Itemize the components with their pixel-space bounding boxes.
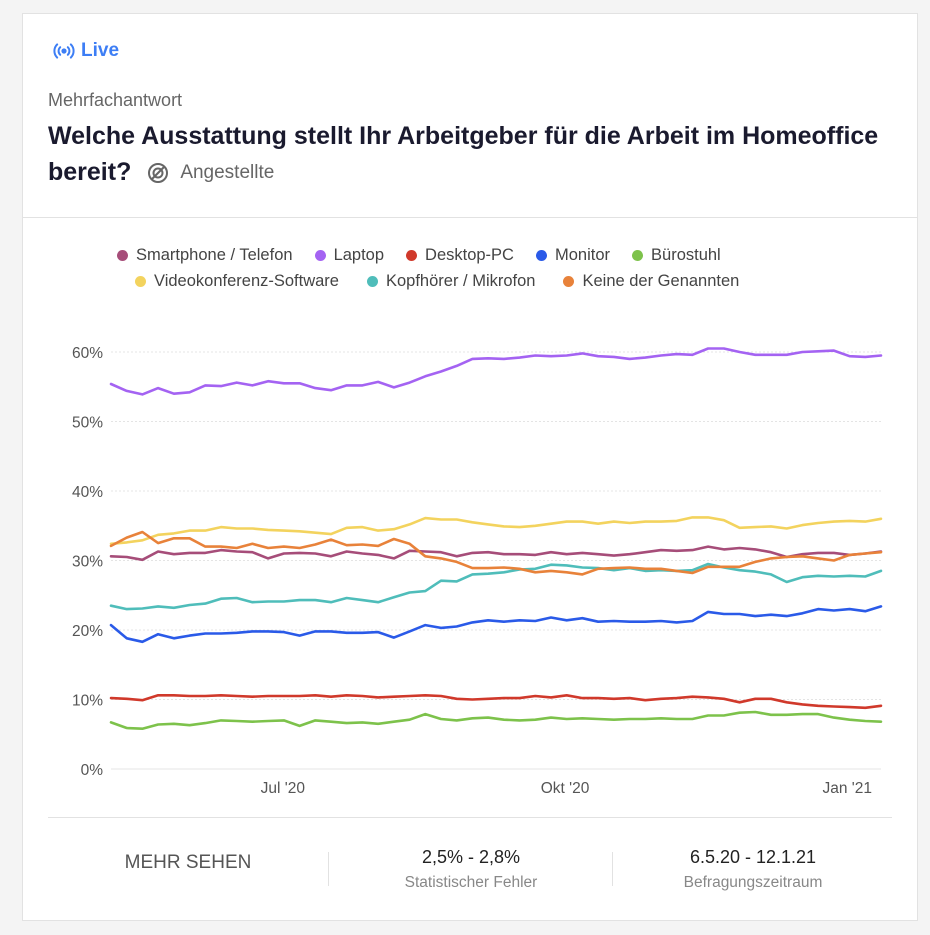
legend-dot: [632, 249, 644, 261]
legend-label: Keine der Genannten: [582, 271, 740, 290]
y-tick-label: 30%: [72, 554, 103, 571]
question-title-text: Welche Ausstattung stellt Ihr Arbeitgebe…: [48, 122, 879, 186]
legend-dot: [535, 249, 547, 261]
live-broadcast-icon: [53, 43, 75, 59]
error-stat: 2,5% - 2,8% Statistischer Fehler: [329, 839, 613, 899]
x-tick-label: Jan '21: [823, 780, 873, 797]
series-line-5[interactable]: [109, 516, 883, 546]
live-label: Live: [81, 40, 120, 61]
legend-row: Videokonferenz-Software Kopfhörer / Mikr…: [117, 268, 877, 294]
segment-icon: [148, 163, 169, 184]
question-title: Welche Ausstattung stellt Ihr Arbeitgebe…: [48, 118, 888, 191]
y-tick-label: 50%: [72, 415, 103, 432]
series-line-4[interactable]: [109, 710, 883, 731]
segment-label: Angestellte: [180, 162, 275, 184]
line-chart: 0% 10% 20% 30% 40% 50% 60% Jul '20 Okt '20 Jan '2…: [72, 345, 883, 797]
legend-item-keine[interactable]: Keine der Genannten: [563, 272, 739, 291]
series-line-6[interactable]: [109, 562, 883, 611]
segment-filter[interactable]: Angestellte: [146, 155, 274, 191]
footer-divider: [48, 817, 892, 818]
footer-separator: [612, 852, 613, 886]
legend-item-smartphone[interactable]: Smartphone / Telefon: [117, 246, 293, 265]
y-tick-label: 40%: [72, 484, 103, 501]
legend-label: Videokonferenz-Software: [154, 271, 339, 290]
x-tick-label: Jul '20: [261, 780, 306, 797]
x-tick-label: Okt '20: [541, 780, 590, 797]
legend-item-kopfhoerer[interactable]: Kopfhörer / Mikrofon: [366, 271, 536, 291]
legend-item-monitor[interactable]: Monitor: [535, 245, 611, 265]
y-tick-label: 10%: [72, 693, 103, 710]
legend-dot: [314, 249, 326, 261]
mehr-sehen-button[interactable]: MEHR SEHEN: [124, 852, 252, 873]
period-label: Befragungszeitraum: [683, 873, 823, 891]
legend-label: Bürostuhl: [651, 245, 721, 264]
series-line-2[interactable]: [109, 693, 883, 710]
legend-item-videokonferenz[interactable]: Videokonferenz-Software: [135, 272, 339, 291]
error-value: 2,5% - 2,8%: [421, 846, 521, 867]
chart-card: Live Mehrfachantwort Welche Ausstattung …: [22, 13, 918, 921]
legend-item-buerostuhl[interactable]: Bürostuhl: [632, 246, 721, 265]
live-indicator: Live: [53, 40, 119, 62]
question-type: Mehrfachantwort: [48, 90, 183, 110]
legend-label: Monitor: [554, 245, 611, 264]
legend-label: Kopfhörer / Mikrofon: [385, 271, 536, 290]
y-tick-label: 0%: [81, 762, 104, 779]
y-tick-label: 20%: [72, 623, 103, 640]
legend-row: Smartphone / Telefon Laptop Desktop-PC M…: [117, 242, 877, 268]
error-label: Statistischer Fehler: [404, 873, 538, 891]
header-divider: [23, 217, 917, 218]
legend-item-laptop[interactable]: Laptop: [314, 245, 385, 265]
series-line-7[interactable]: [109, 530, 883, 576]
footer-separator: [328, 852, 329, 886]
legend-dot: [117, 249, 128, 261]
series-line-1[interactable]: [109, 347, 883, 396]
legend-dot: [563, 275, 575, 287]
legend-dot: [406, 249, 418, 261]
legend-item-desktop[interactable]: Desktop-PC: [406, 246, 514, 265]
period-value: 6.5.20 - 12.1.21: [689, 846, 817, 867]
series-line-3[interactable]: [109, 605, 883, 644]
legend-label: Smartphone / Telefon: [136, 245, 293, 264]
period-stat: 6.5.20 - 12.1.21 Befragungszeitraum: [613, 839, 893, 899]
legend-dot: [135, 275, 146, 287]
chart-legend: Smartphone / Telefon Laptop Desktop-PC M…: [117, 242, 877, 294]
legend-label: Desktop-PC: [425, 245, 514, 264]
legend-label: Laptop: [333, 245, 385, 264]
series-line-0[interactable]: [109, 545, 883, 562]
legend-dot: [366, 275, 378, 287]
y-tick-label: 60%: [72, 345, 103, 362]
